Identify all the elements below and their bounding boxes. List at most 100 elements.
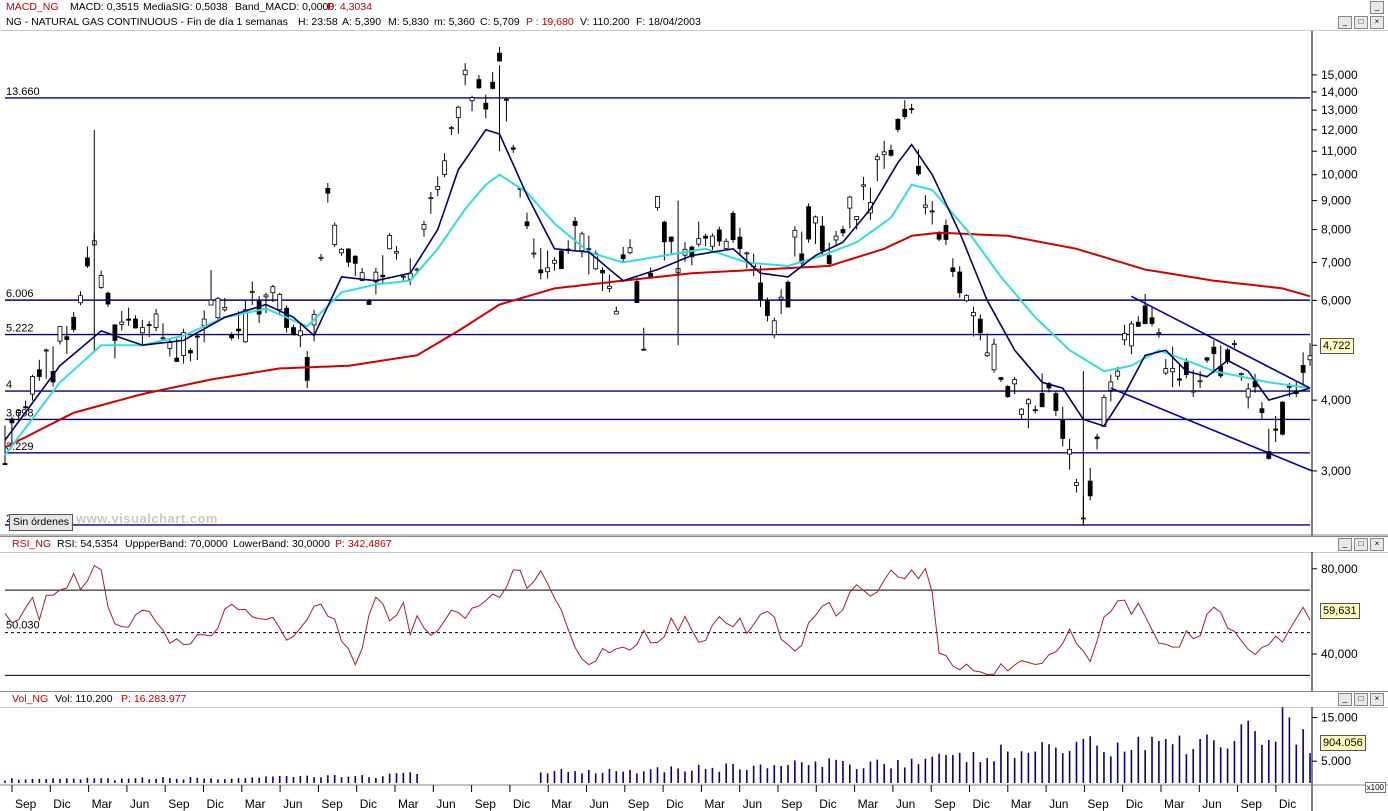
- price-chart[interactable]: 13.6606.0065.22243.6983.2292.40915,00014…: [0, 31, 1388, 536]
- candle-body: [325, 188, 331, 194]
- candle-body: [847, 196, 853, 209]
- candle-body: [222, 307, 228, 311]
- candle-body: [1273, 428, 1279, 431]
- x-tick-label: Mar: [398, 797, 419, 811]
- x-tick-label: Sep: [781, 797, 803, 811]
- minimize-button[interactable]: _: [1338, 538, 1352, 551]
- candle-body: [648, 272, 654, 277]
- candle-body: [778, 296, 784, 300]
- candle-body: [710, 235, 715, 247]
- candlesticks: [2, 46, 1313, 526]
- candle-body: [263, 294, 269, 298]
- x100-badge: x100: [1364, 782, 1386, 793]
- x-tick-label: Sep: [1241, 797, 1263, 811]
- volume-bars: [4, 707, 1311, 783]
- price-m: M: 5,830: [388, 16, 429, 28]
- vol-p: P: 16.283.977: [121, 693, 187, 705]
- minimize-button[interactable]: _: [1338, 16, 1352, 29]
- y-tick-label: 8,000: [1321, 223, 1351, 237]
- rsi-header: RSI_NG RSI: 54,5354 UppperBand: 70,0000 …: [0, 536, 1388, 553]
- candle-body: [1245, 388, 1251, 398]
- x-tick-label: Dic: [513, 797, 530, 811]
- vol-y-tick-label: 15.000: [1321, 711, 1358, 725]
- price-symbol: NG - NATURAL GAS CONTINUOUS - Fin de día…: [6, 16, 288, 28]
- maximize-button[interactable]: □: [1354, 16, 1368, 29]
- candle-body: [785, 281, 791, 308]
- candle-body: [380, 274, 386, 278]
- macd-band: Band_MACD: 0,0000: [235, 1, 335, 13]
- candle-body: [600, 270, 605, 274]
- x-tick-label: Mar: [704, 797, 725, 811]
- candle-body: [538, 269, 544, 274]
- candle-body: [723, 240, 729, 250]
- x-tick-label: Dic: [666, 797, 683, 811]
- candle-body: [764, 299, 770, 316]
- x-tick-label: Dic: [1126, 797, 1143, 811]
- close-button[interactable]: ×: [1370, 693, 1384, 706]
- candle-body: [339, 248, 344, 254]
- candle-body: [483, 102, 489, 110]
- candle-body: [799, 253, 805, 264]
- maximize-button[interactable]: □: [1354, 693, 1368, 706]
- candle-body: [641, 348, 647, 351]
- candle-body: [366, 300, 372, 305]
- minimize-button[interactable]: _: [1338, 693, 1352, 706]
- rsi-name: RSI_NG: [12, 538, 52, 550]
- candle-body: [971, 312, 976, 317]
- price-last-value: 4,722: [1320, 338, 1354, 354]
- macd-window-controls: _: [1370, 1, 1384, 14]
- rsi-chart[interactable]: 50.030 80,000 40,000: [0, 552, 1388, 691]
- level-label: 6.006: [6, 288, 34, 300]
- candle-body: [133, 318, 138, 329]
- maximize-button[interactable]: □: [1354, 538, 1368, 551]
- candle-body: [881, 151, 887, 156]
- candle-body: [490, 81, 496, 89]
- candle-body: [806, 206, 812, 240]
- candle-body: [1122, 332, 1127, 341]
- candle-body: [744, 252, 750, 255]
- y-tick-label: 10,000: [1321, 168, 1358, 182]
- candle-body: [572, 220, 578, 226]
- x-tick-label: Sep: [321, 797, 343, 811]
- level-label: 4: [6, 379, 12, 391]
- rsi-y-tick-label: 80,000: [1321, 562, 1358, 576]
- candle-body: [1115, 370, 1121, 377]
- close-button[interactable]: ×: [1370, 16, 1384, 29]
- y-tick-label: 9,000: [1321, 194, 1351, 208]
- price-a: A: 5,390: [342, 16, 382, 28]
- candle-body: [359, 272, 365, 281]
- macd-header: MACD_NG MACD: 0,3515 MediaSIG: 0,5038 Ba…: [0, 0, 1388, 16]
- y-tick-label: 13,000: [1321, 103, 1358, 117]
- rsi-value: RSI: 54,5354: [57, 538, 119, 550]
- close-button[interactable]: ×: [1370, 538, 1384, 551]
- candle-body: [984, 352, 990, 357]
- rsi-mid-label: 50.030: [6, 620, 40, 632]
- candle-body: [332, 224, 338, 245]
- x-tick-label: Dic: [207, 797, 224, 811]
- level-label: 5.222: [6, 323, 34, 335]
- candle-body: [833, 235, 839, 241]
- candle-body: [916, 165, 921, 175]
- candle-body: [586, 248, 592, 251]
- candle-body: [1149, 317, 1155, 324]
- volume-chart[interactable]: 15.000 5.000 Sep Dic Mar Jun Sep Dic Mar Jun Sep Di…: [0, 707, 1388, 811]
- candle-body: [1094, 436, 1100, 440]
- candle-body: [318, 256, 324, 259]
- candle-body: [64, 336, 70, 340]
- minimize-button[interactable]: _: [1370, 1, 1384, 14]
- sin-ordenes-button[interactable]: Sin órdenes: [9, 514, 74, 531]
- candle-body: [1053, 393, 1059, 411]
- price-c: C: 5,709: [480, 16, 520, 28]
- candle-body: [1170, 368, 1176, 373]
- candle-body: [1163, 368, 1169, 374]
- price-p: P : 19,680: [526, 16, 574, 28]
- candle-body: [43, 349, 49, 352]
- x-tick-label: Dic: [53, 797, 70, 811]
- macd-name: MACD_NG: [6, 1, 59, 13]
- macd-value: MACD: 0,3515: [70, 1, 139, 13]
- candle-body: [462, 69, 468, 76]
- rsi-line: [4, 564, 1311, 676]
- candle-body: [174, 357, 180, 362]
- price-header: NG - NATURAL GAS CONTINUOUS - Fin de día…: [0, 15, 1388, 31]
- candle-body: [1032, 409, 1038, 412]
